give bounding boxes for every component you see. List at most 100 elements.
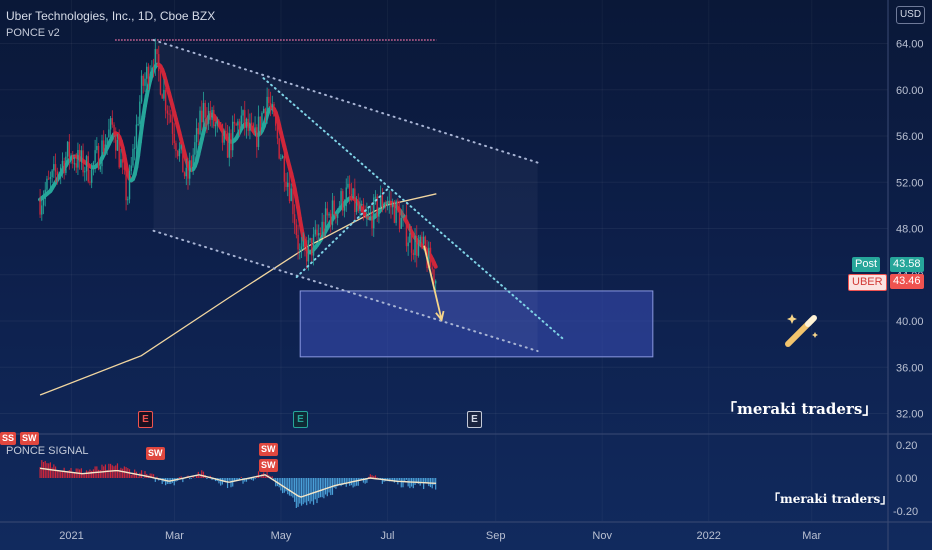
candle-body — [56, 171, 58, 175]
symbol-price-value: 43.46 — [890, 274, 924, 289]
candle-body — [147, 66, 150, 84]
candle-body — [54, 164, 57, 172]
candle-body — [421, 236, 423, 244]
candle-body — [104, 144, 107, 153]
ribbon-segment — [137, 126, 144, 145]
post-value-text: 43.58 — [893, 258, 921, 270]
candle-body — [385, 205, 387, 207]
candle-body — [302, 240, 304, 247]
candle-body — [171, 122, 174, 134]
indicator-label[interactable]: PONCE v2 — [6, 27, 60, 39]
candle-body — [123, 162, 126, 170]
candle-body — [238, 121, 241, 129]
candle-body — [190, 160, 193, 167]
post-market-label: Post — [852, 257, 881, 272]
signal-line — [39, 467, 437, 498]
earnings-badge-aug[interactable]: E — [467, 411, 482, 428]
currency-button[interactable]: USD — [896, 6, 925, 24]
candle-body — [51, 170, 53, 177]
candle-body — [115, 136, 117, 151]
candle-body — [156, 49, 158, 55]
candle-body — [373, 197, 375, 229]
candle-body — [321, 221, 323, 235]
ribbon-segment — [431, 260, 438, 269]
price-tick-label: 52.00 — [896, 177, 924, 189]
chart-title[interactable]: Uber Technologies, Inc., 1D, Cboe BZX — [6, 9, 216, 23]
price-tick-label: 40.00 — [896, 316, 924, 328]
candle-body — [235, 123, 237, 126]
candle-body — [379, 195, 382, 208]
candle-body — [118, 139, 120, 168]
candle-body — [125, 169, 127, 201]
candle-body — [230, 133, 232, 151]
candle-body — [400, 217, 402, 229]
candle-body — [264, 108, 267, 116]
candle-body — [281, 156, 284, 159]
candle-body — [395, 200, 397, 223]
candle-body — [290, 188, 292, 201]
wedge-lower-line — [295, 188, 389, 279]
time-tick-label: Jul — [380, 530, 394, 542]
candle-body — [121, 159, 124, 163]
candle-body — [75, 163, 77, 168]
candle-body — [374, 196, 377, 198]
candle-body — [335, 214, 337, 218]
candle-body — [342, 191, 344, 211]
candle-body — [369, 212, 372, 214]
time-tick-label: 2021 — [59, 530, 83, 542]
candle-body — [309, 238, 311, 241]
candle-body — [275, 116, 277, 126]
candle-body — [271, 103, 273, 108]
candle-body — [409, 233, 411, 243]
candle-body — [340, 191, 342, 207]
candle-body — [228, 133, 230, 158]
candle-body — [135, 124, 138, 148]
candle-body — [331, 200, 334, 226]
candle-body — [280, 158, 282, 160]
candle-body — [410, 233, 413, 253]
candle-body — [343, 206, 346, 211]
ribbon-segment — [136, 140, 142, 158]
candle-body — [106, 137, 108, 145]
candle-body — [130, 165, 132, 172]
candle-body — [412, 252, 415, 256]
signal-tick-label: 0.20 — [896, 440, 917, 452]
earnings-badge-may[interactable]: E — [293, 411, 308, 428]
candle-body — [204, 102, 206, 118]
candle-body — [366, 214, 368, 217]
candle-body — [87, 156, 89, 182]
candle-body — [326, 208, 329, 216]
candle-body — [273, 103, 275, 117]
candle-body — [133, 147, 136, 149]
candle-body — [252, 124, 255, 133]
candle-body — [262, 108, 265, 113]
candle-body — [293, 214, 296, 225]
candle-body — [66, 141, 69, 157]
candle-body — [431, 267, 433, 270]
candle-body — [161, 94, 163, 99]
candle-body — [180, 145, 182, 149]
magic-wand-icon[interactable] — [782, 308, 822, 348]
candle-body — [192, 154, 194, 167]
projection-arrow-head — [435, 310, 445, 322]
candle-body — [120, 159, 122, 168]
candle-body — [361, 204, 363, 206]
candle-body — [197, 128, 200, 135]
candle-body — [166, 110, 169, 114]
candle-body — [268, 96, 270, 103]
signal-indicator-label[interactable]: PONCE SIGNAL — [6, 445, 89, 457]
candle-body — [304, 240, 306, 247]
candle-body — [318, 233, 320, 236]
time-tick-label: Mar — [165, 530, 184, 542]
candle-body — [89, 181, 91, 183]
price-tick-label: 60.00 — [896, 85, 924, 97]
earnings-badge-feb[interactable]: E — [138, 411, 153, 428]
candle-body — [297, 234, 299, 250]
candle-body — [194, 142, 196, 155]
candle-body — [225, 130, 227, 133]
candle-body — [383, 205, 385, 208]
symbol-price-label: UBER — [848, 274, 887, 291]
candle-body — [256, 127, 258, 147]
watermark-small: 「meraki traders」 — [768, 492, 893, 506]
